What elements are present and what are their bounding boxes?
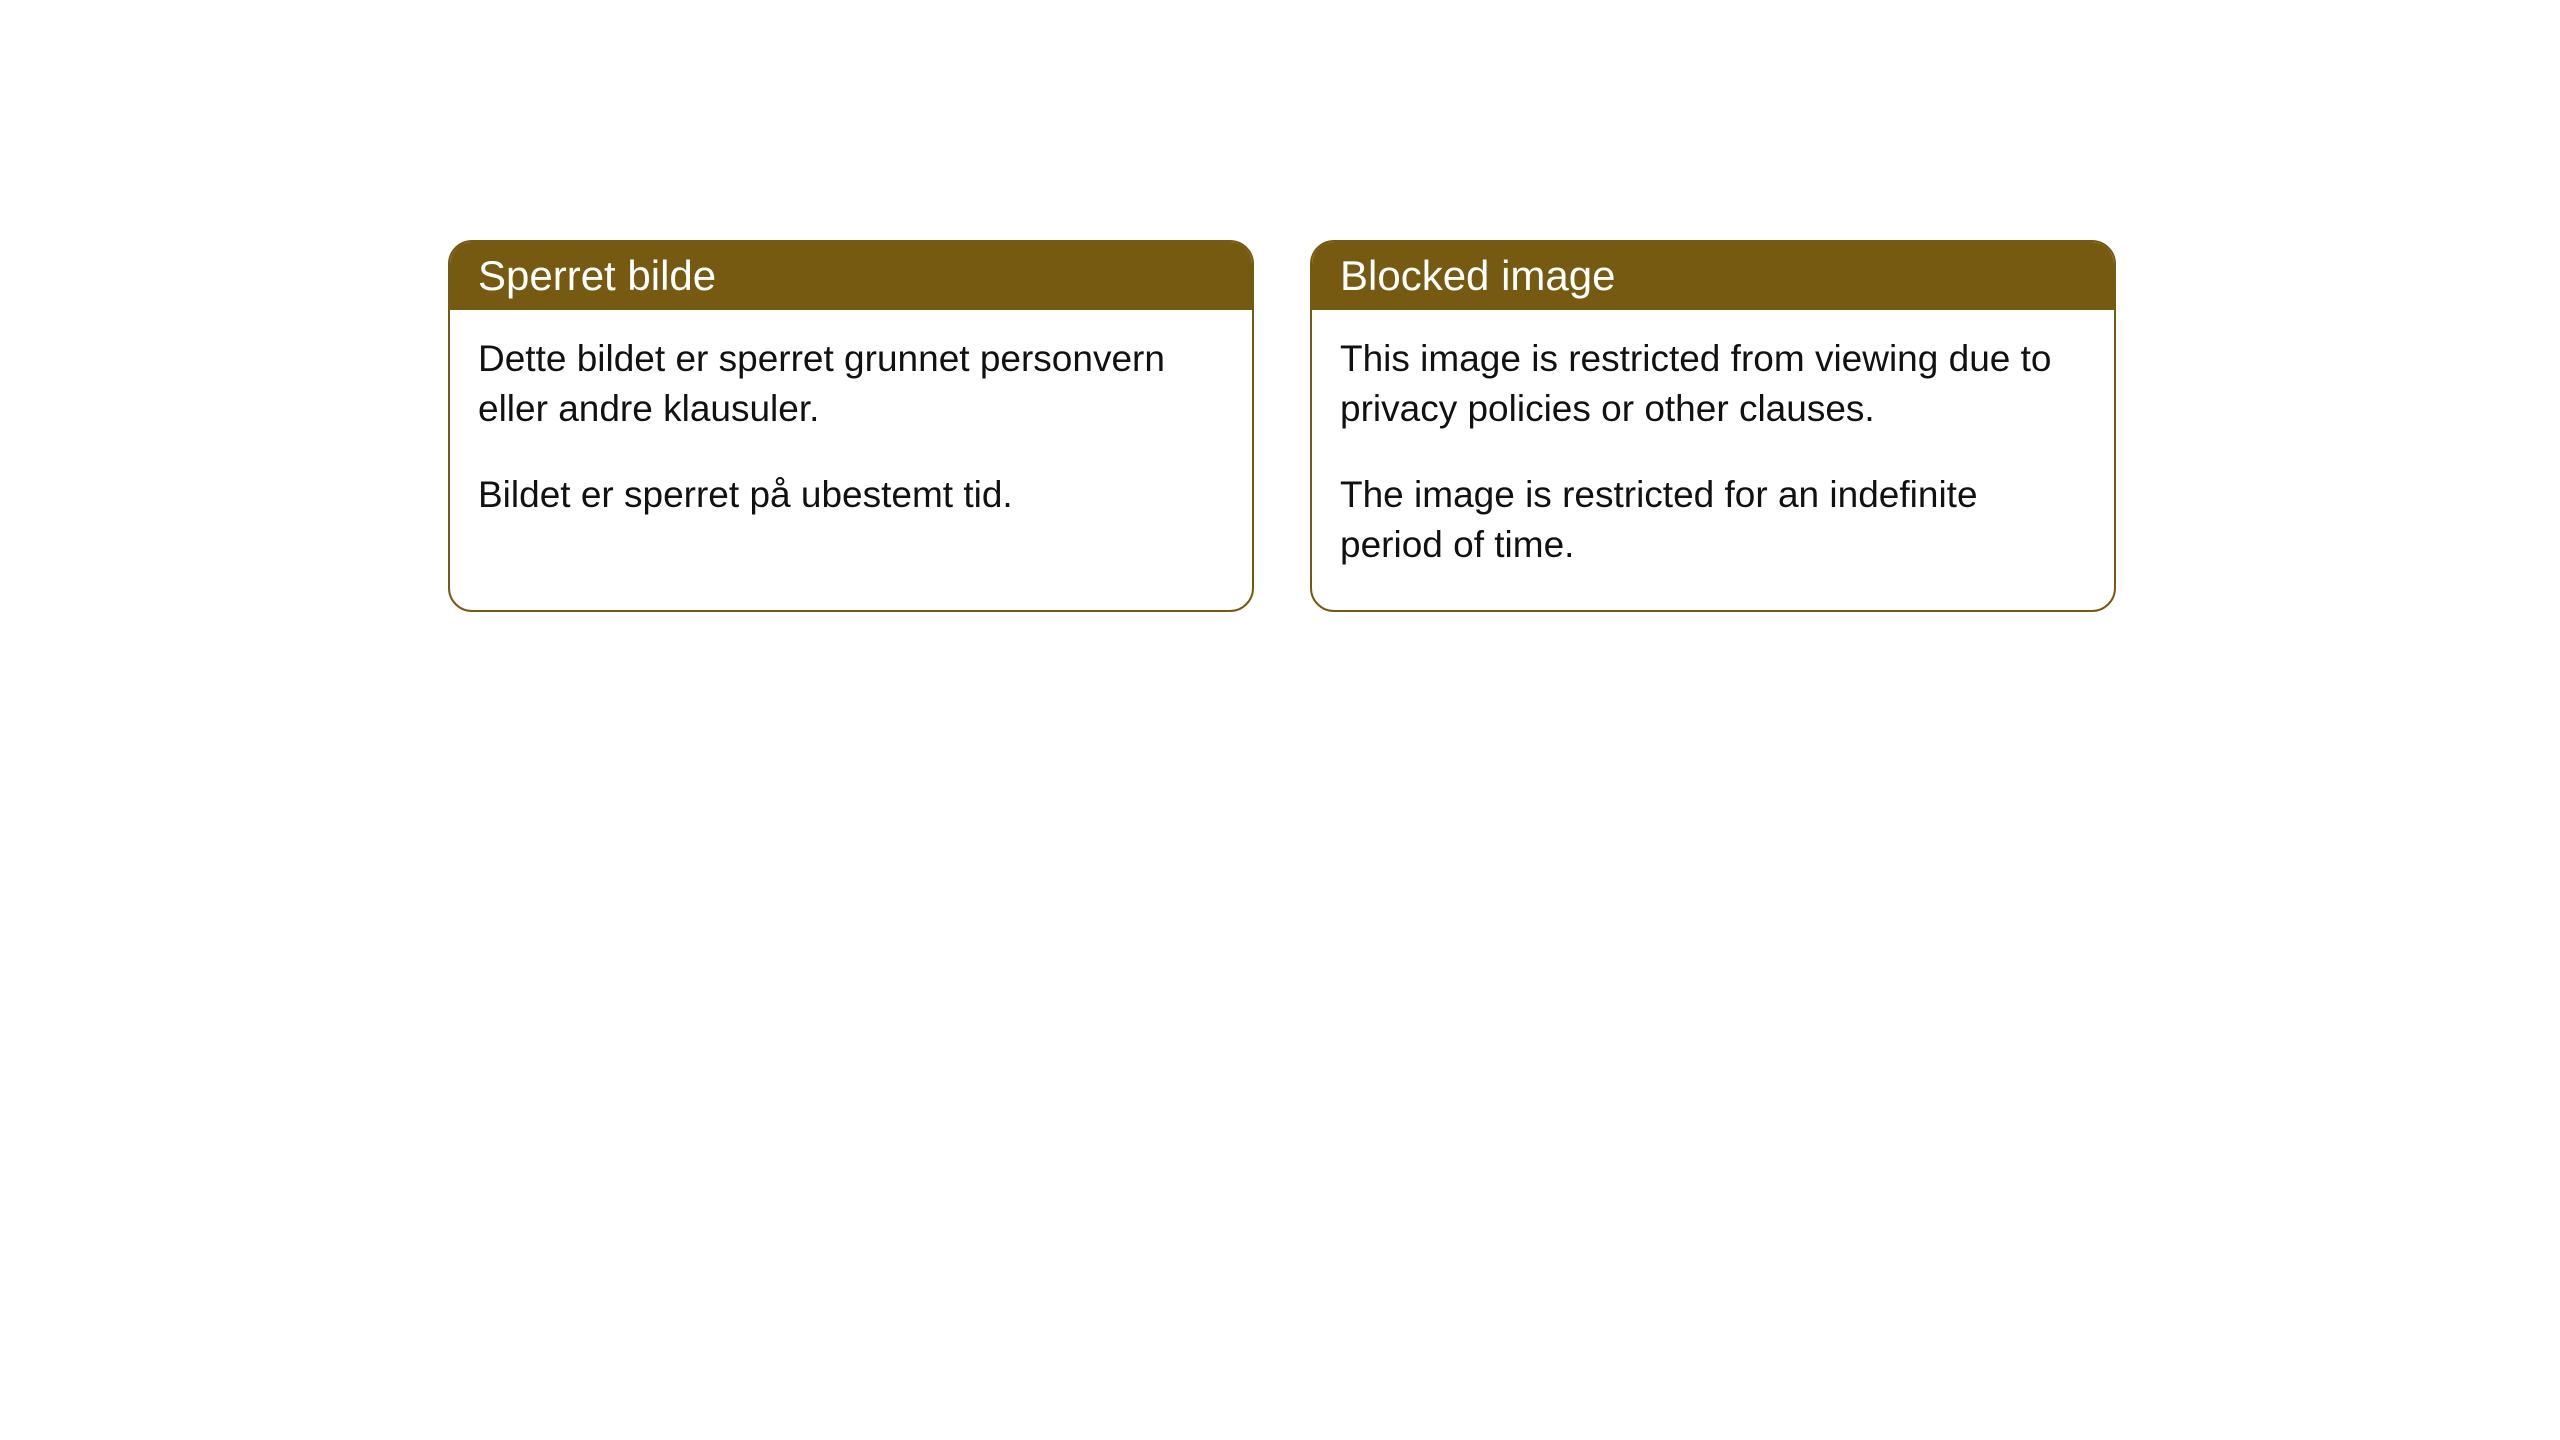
card-header: Sperret bilde — [450, 242, 1252, 310]
blocked-image-card-en: Blocked image This image is restricted f… — [1310, 240, 2116, 612]
card-paragraph: The image is restricted for an indefinit… — [1340, 470, 2086, 570]
card-paragraph: This image is restricted from viewing du… — [1340, 334, 2086, 434]
cards-container: Sperret bilde Dette bildet er sperret gr… — [0, 0, 2560, 612]
card-body: Dette bildet er sperret grunnet personve… — [450, 310, 1252, 560]
card-paragraph: Bildet er sperret på ubestemt tid. — [478, 470, 1224, 520]
card-header: Blocked image — [1312, 242, 2114, 310]
card-body: This image is restricted from viewing du… — [1312, 310, 2114, 610]
blocked-image-card-no: Sperret bilde Dette bildet er sperret gr… — [448, 240, 1254, 612]
card-paragraph: Dette bildet er sperret grunnet personve… — [478, 334, 1224, 434]
